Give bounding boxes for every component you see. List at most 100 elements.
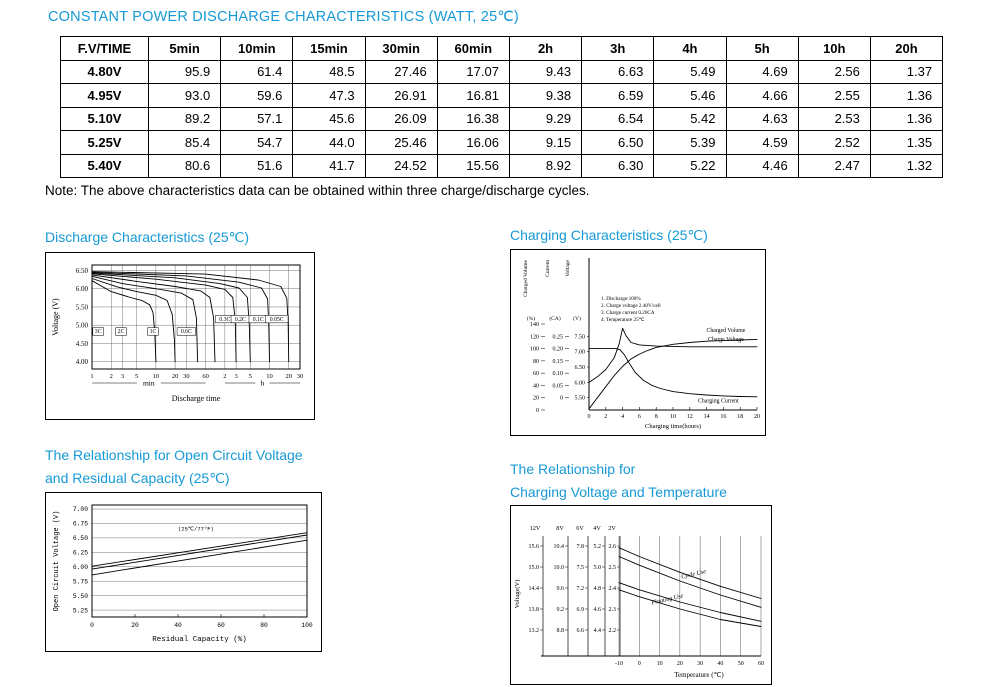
cell-value: 44.0: [292, 130, 366, 155]
x-tick-label: 2: [604, 414, 607, 420]
ocv-line: [91, 532, 308, 567]
cell-value: 2.47: [797, 153, 871, 178]
cell-value: 15.56: [436, 153, 510, 178]
y-tick-label: 6.00: [575, 380, 586, 386]
x-axis-title: Temperature (℃): [674, 671, 724, 679]
y-axis-title: Current: [545, 260, 551, 277]
y-tick-label: 0.20: [553, 347, 564, 353]
x-tick-label: 10: [670, 414, 676, 420]
cell-value: 93.0: [147, 83, 222, 108]
section-title-cvt-line2: Charging Voltage and Temperature: [510, 484, 727, 500]
y-tick-label: 2.3: [609, 607, 617, 613]
curve-label: 0.6C: [181, 329, 192, 335]
cvt-chart-panel: 12V 8V 6V 4V 2V 15.6 10.4 7.8 5.2 2.6 15.0 10.0 7.5 5…: [510, 505, 772, 685]
cell-value: 4.46: [725, 153, 799, 178]
table-note: Note: The above characteristics data can…: [45, 183, 590, 198]
cell-value: 8.92: [508, 153, 583, 178]
col-header: 5h: [725, 36, 799, 61]
y-tick-label: 4.4: [594, 628, 602, 634]
cell-value: 9.15: [508, 130, 583, 155]
cell-value: 1.35: [869, 130, 944, 155]
curve-label: 0.3C: [219, 317, 230, 323]
cell-value: 17.07: [436, 59, 510, 84]
curve-label: 0.1C: [253, 317, 264, 323]
y-tick-label: 60: [533, 371, 539, 377]
cell-value: 5.46: [653, 83, 727, 108]
cell-value: 80.6: [147, 153, 222, 178]
y-tick-label: 5.50: [76, 303, 89, 311]
ocv-line: [91, 539, 308, 576]
x-tick-label: 12: [687, 414, 693, 420]
cvt-line: [618, 589, 762, 627]
charging-curve: [588, 327, 758, 383]
y-tick-label: 15.6: [529, 544, 540, 550]
x-tick-label: 60: [217, 622, 225, 629]
cell-value: 51.6: [220, 153, 294, 178]
x-tick-label: 0: [638, 661, 641, 667]
y-tick-label: 7.50: [575, 334, 586, 340]
cell-value: 24.52: [364, 153, 438, 178]
y-tick-label: 40: [533, 383, 539, 389]
chart-note-line: 3. Charge current 0.20CA: [601, 310, 655, 316]
y-tick-label: 6.00: [76, 285, 89, 293]
y-tick-label: 5.25: [73, 607, 88, 614]
section-title-charging: Charging Characteristics (25℃): [510, 227, 708, 243]
scale-header: 2V: [608, 525, 616, 532]
y-tick-label: 0: [536, 408, 539, 414]
x-tick-label: 6: [638, 414, 641, 420]
cell-value: 6.50: [581, 130, 655, 155]
col-header: 5min: [147, 36, 222, 61]
table-row: 4.80V 95.9 61.4 48.5 27.46 17.07 9.43 6.63 5.49 4…: [60, 59, 944, 84]
scale-header: 12V: [530, 525, 541, 532]
x-tick-label: 40: [717, 661, 723, 667]
x-tick-label: 2: [223, 373, 226, 380]
curve-label-box: [147, 327, 159, 336]
col-header: 10min: [220, 36, 294, 61]
curve-label: 1C: [150, 329, 157, 335]
curve-label: 0.05C: [270, 317, 284, 323]
y-tick-label: 5.0: [594, 565, 602, 571]
cell-value: 16.38: [436, 106, 510, 131]
charging-curve: [588, 338, 758, 410]
y-tick-label: 0: [560, 396, 563, 402]
chart-note-line: 1. Discharge:100%: [601, 296, 641, 302]
col-header: 10h: [797, 36, 871, 61]
chart-note-line: 2. Charge voltage 2.40V/cell: [601, 303, 661, 309]
col-header: 30min: [364, 36, 438, 61]
cell-value: 48.5: [292, 59, 366, 84]
cell-value: 26.09: [364, 106, 438, 131]
col-header: 60min: [436, 36, 510, 61]
y-tick-label: 8.8: [557, 628, 565, 634]
curve-label-box: [115, 327, 127, 336]
y-tick-label: 0.15: [553, 359, 564, 365]
x-tick-label: 3: [121, 373, 124, 380]
cell-value: 2.56: [797, 59, 871, 84]
cell-value: 1.37: [869, 59, 944, 84]
cell-value: 4.66: [725, 83, 799, 108]
cell-value: 4.69: [725, 59, 799, 84]
y-axis-title: Voltage (V): [51, 298, 60, 336]
discharge-curve: [91, 274, 216, 363]
section-title-cvt-line1: The Relationship for: [510, 461, 636, 477]
cell-value: 6.30: [581, 153, 655, 178]
x-tick-label: 80: [260, 622, 268, 629]
cell-value: 59.6: [220, 83, 294, 108]
x-tick-label: 14: [704, 414, 710, 420]
x-tick-label: 10: [266, 373, 273, 380]
y-tick-label: 14.4: [529, 586, 540, 592]
y-tick-label: 20: [533, 396, 539, 402]
discharge-curve: [91, 271, 270, 363]
cell-value: 4.59: [725, 130, 799, 155]
cell-value: 1.36: [869, 106, 944, 131]
section-title-discharge: Discharge Characteristics (25℃): [45, 229, 250, 245]
charging-curve: [588, 348, 758, 398]
x-tick-label: 5: [249, 373, 252, 380]
y-tick-label: 7.8: [577, 544, 585, 550]
curve-label: Charged Volume: [707, 328, 746, 334]
x-axis-title: Residual Capacity (%): [152, 636, 247, 644]
cell-value: 57.1: [220, 106, 294, 131]
y-tick-label: 2.2: [609, 628, 617, 634]
y-axis-title: Voltage: [565, 259, 571, 276]
curve-label: Charge Voltage: [708, 337, 744, 343]
scale-header: 4V: [593, 525, 601, 532]
